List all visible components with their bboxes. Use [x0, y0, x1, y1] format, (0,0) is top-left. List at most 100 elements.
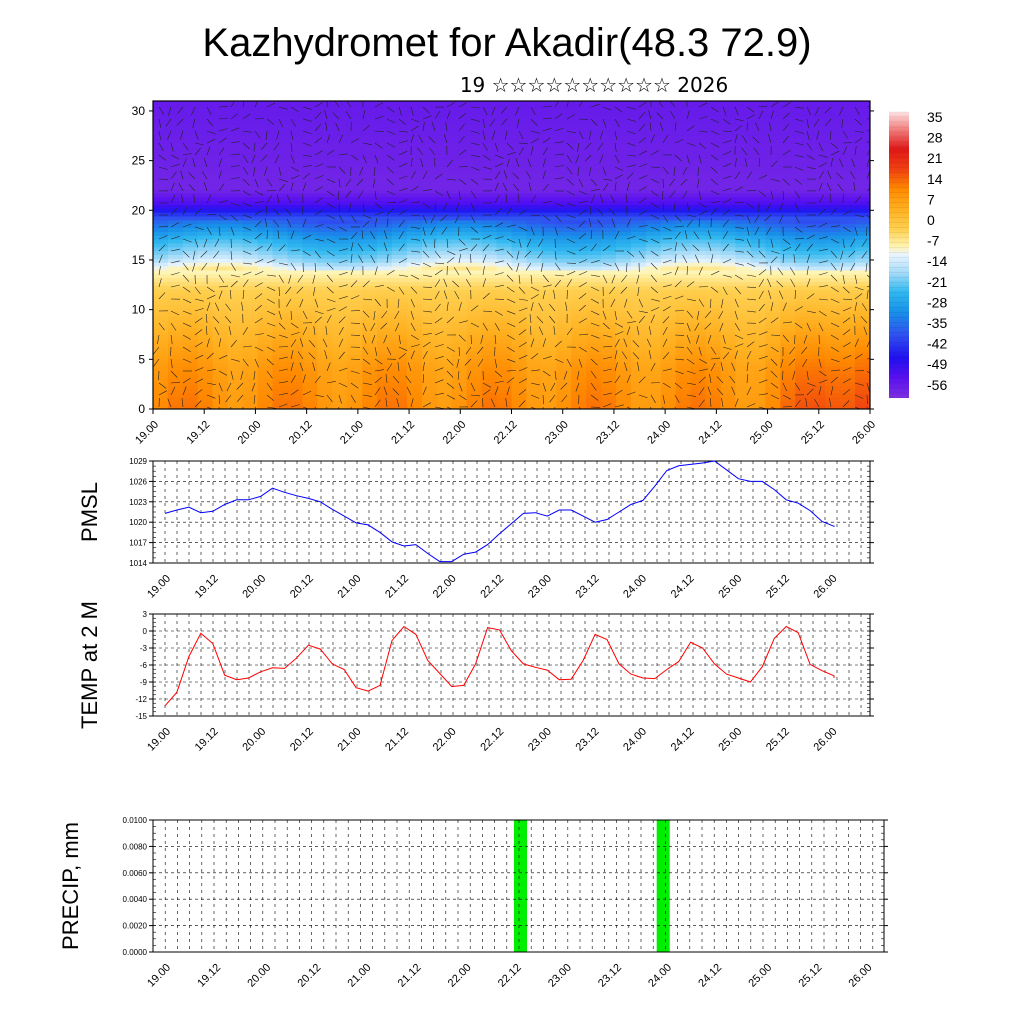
heatmap-cell [690, 197, 707, 202]
heatmap-cell [302, 389, 318, 395]
wind-arrow [515, 106, 520, 116]
heatmap-cell [257, 343, 274, 348]
heatmap-cell [377, 351, 393, 356]
heatmap-cell [377, 378, 393, 383]
heatmap-cell [825, 243, 841, 248]
wind-arrow [458, 320, 468, 324]
heatmap-cell [541, 135, 557, 141]
wind-arrow [362, 124, 370, 132]
heatmap-cell [242, 316, 259, 322]
heatmap-cell [541, 243, 557, 248]
wind-arrow [302, 142, 312, 147]
wind-arrow [314, 186, 323, 192]
heatmap-cell [392, 389, 408, 395]
heatmap-cell [511, 278, 528, 283]
heatmap-cell [332, 393, 348, 399]
heatmap-cell [481, 127, 498, 133]
heatmap-cell [362, 308, 378, 314]
wind-arrow [632, 340, 640, 348]
heatmap-cell [242, 220, 259, 225]
heatmap-cell [212, 389, 229, 395]
heatmap-cell [302, 262, 318, 268]
heatmap-cell [182, 266, 199, 271]
heatmap-cell [436, 258, 453, 264]
heatmap-cell [765, 397, 781, 402]
wind-arrow [446, 370, 454, 378]
heatmap-cell [451, 278, 468, 283]
wind-arrow [264, 218, 268, 228]
heatmap-cell [287, 293, 303, 298]
heatmap-cell [660, 362, 677, 368]
heatmap-cell [765, 389, 781, 395]
heatmap-cell [855, 166, 870, 171]
heatmap-cell [436, 166, 453, 171]
wind-arrow [313, 286, 316, 296]
heatmap-cell [317, 147, 333, 152]
heatmap-cell [720, 258, 737, 264]
wind-arrow [218, 285, 229, 288]
heatmap-cell [720, 116, 737, 121]
heatmap-cell [810, 285, 826, 291]
heatmap-cell [496, 151, 513, 156]
heatmap-cell [556, 185, 572, 191]
heatmap-cell [362, 293, 378, 298]
heatmap-cell [167, 258, 184, 264]
heatmap-cell [705, 174, 722, 179]
heatmap-cell [810, 347, 826, 352]
wind-arrow [638, 224, 648, 228]
wind-arrow [278, 334, 288, 338]
heatmap-cell [660, 235, 677, 241]
wind-arrow [193, 194, 196, 204]
heatmap-cell [227, 312, 244, 318]
wind-arrow [178, 182, 184, 192]
heatmap-cell [631, 112, 647, 117]
heatmap-cell [750, 328, 767, 333]
wind-arrow [302, 165, 312, 168]
heatmap-cell [840, 355, 856, 360]
heatmap-cell [645, 393, 662, 399]
heatmap-cell [481, 308, 498, 314]
heatmap-cell [451, 339, 468, 345]
heatmap-cell [601, 143, 617, 148]
heatmap-cell [212, 185, 229, 191]
heatmap-cell [631, 101, 647, 106]
heatmap-cell [406, 135, 423, 141]
heatmap-cell [586, 397, 602, 402]
heatmap-cell [406, 266, 423, 271]
heatmap-cell [197, 305, 214, 310]
heatmap-cell [406, 181, 423, 187]
heatmap-cell [780, 239, 796, 245]
wind-arrow [192, 118, 196, 128]
heatmap-cell [690, 274, 707, 279]
heatmap-cell [406, 174, 423, 179]
heatmap-cell [197, 166, 214, 171]
heatmap-cell [511, 247, 528, 252]
heatmap-cell [302, 255, 318, 260]
heatmap-cell [705, 158, 722, 164]
heatmap-cell [855, 220, 870, 225]
heatmap-cell [466, 339, 483, 345]
heatmap-cell [421, 281, 438, 287]
heatmap-cell [451, 335, 468, 341]
wind-arrow [530, 106, 536, 116]
heatmap-cell [720, 308, 737, 314]
heatmap-cell [750, 151, 767, 156]
heatmap-cell [197, 374, 214, 379]
heatmap-cell [750, 316, 767, 322]
wind-arrow [242, 271, 252, 276]
heatmap-cell [795, 378, 811, 383]
heatmap-cell [526, 139, 542, 144]
heatmap-cell [571, 362, 587, 368]
heatmap-cell [421, 328, 438, 333]
heatmap-cell [541, 320, 557, 325]
wind-arrow [650, 382, 661, 384]
heatmap-cell [810, 139, 826, 144]
heatmap-cell [153, 170, 169, 175]
heatmap-cell [421, 316, 438, 322]
heatmap-cell [735, 104, 752, 110]
heatmap-cell [855, 366, 870, 372]
heatmap-cell [705, 116, 722, 121]
heatmap-cell [780, 151, 796, 156]
heatmap-cell [302, 231, 318, 237]
heatmap-cell [645, 220, 662, 225]
